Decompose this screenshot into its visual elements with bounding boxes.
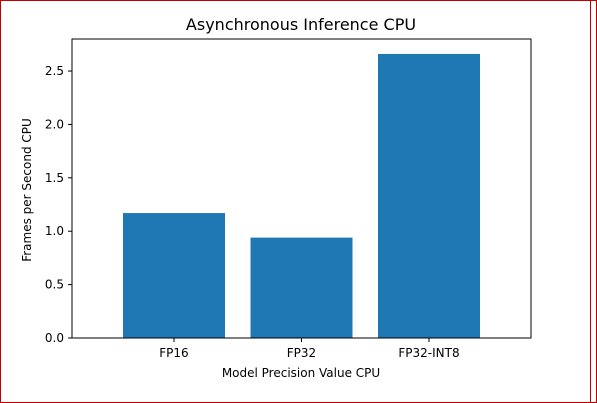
frame-edge-line	[590, 0, 591, 403]
y-axis-label: Frames per Second CPU	[20, 118, 34, 262]
x-axis-label: Model Precision Value CPU	[222, 366, 380, 380]
chart-title: Asynchronous Inference CPU	[186, 15, 416, 34]
bars-group	[123, 53, 480, 338]
bar-fp16	[123, 213, 225, 338]
y-tick-label: 1.0	[45, 224, 64, 238]
bar-fp32-int8	[378, 53, 480, 338]
y-tick-label: 0.5	[45, 278, 64, 292]
bar-fp32	[250, 237, 353, 338]
y-axis-ticks: 0.0 0.5 1.0 1.5 2.0 2.5	[45, 64, 72, 345]
y-tick-label: 2.0	[45, 117, 64, 131]
y-tick-label: 2.5	[45, 64, 64, 78]
x-axis-ticks: FP16 FP32 FP32-INT8	[159, 338, 460, 360]
x-tick-label: FP32	[287, 346, 316, 360]
x-tick-label: FP32-INT8	[398, 346, 459, 360]
y-tick-label: 0.0	[45, 331, 64, 345]
y-tick-label: 1.5	[45, 171, 64, 185]
plot-area-border	[71, 38, 532, 339]
x-tick-label: FP16	[159, 346, 188, 360]
